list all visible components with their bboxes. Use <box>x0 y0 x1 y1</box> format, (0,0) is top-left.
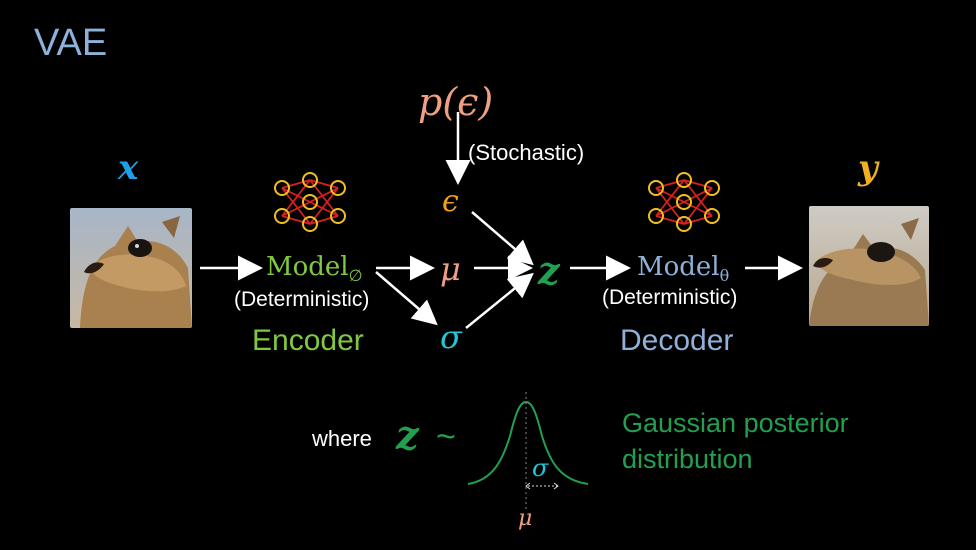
mu-label: μ <box>440 250 461 288</box>
decoder-title: Decoder <box>620 324 734 357</box>
tilde-symbol: ~ <box>436 418 456 456</box>
where-label: where <box>312 426 372 451</box>
distribution-z-label: z <box>396 412 419 459</box>
gaussian-caption: Gaussian posterior distribution <box>622 405 849 477</box>
gaussian-curve-icon <box>467 392 589 510</box>
encoder-deterministic-label: (Deterministic) <box>234 288 370 311</box>
stochastic-label: (Stochastic) <box>468 140 585 165</box>
encoder-title: Encoder <box>252 324 364 357</box>
latent-z-label: z <box>538 248 560 293</box>
encoder-model-label: Model∅ <box>266 252 363 286</box>
output-y-label: y <box>858 148 878 188</box>
sigma-label: σ <box>440 318 462 356</box>
gaussian-sigma-label: σ <box>532 454 549 482</box>
arrow-icon <box>375 271 438 326</box>
slide-title: VAE <box>34 22 108 64</box>
neural-network-icon <box>274 172 346 232</box>
input-image <box>70 208 192 328</box>
arrow-icon <box>465 272 534 329</box>
output-image <box>809 206 929 326</box>
gaussian-caption-line1: Gaussian posterior <box>622 408 849 438</box>
decoder-deterministic-label: (Deterministic) <box>602 286 738 309</box>
decoder-model-label: Modelθ <box>637 252 730 286</box>
arrow-icon <box>471 211 534 266</box>
neural-network-icon <box>648 172 720 232</box>
gaussian-caption-line2: distribution <box>622 444 753 474</box>
gaussian-mu-label: μ <box>518 506 533 531</box>
prior-label: p(ϵ) <box>418 80 494 124</box>
epsilon-label: ϵ <box>442 184 459 219</box>
input-x-label: x <box>118 148 139 188</box>
